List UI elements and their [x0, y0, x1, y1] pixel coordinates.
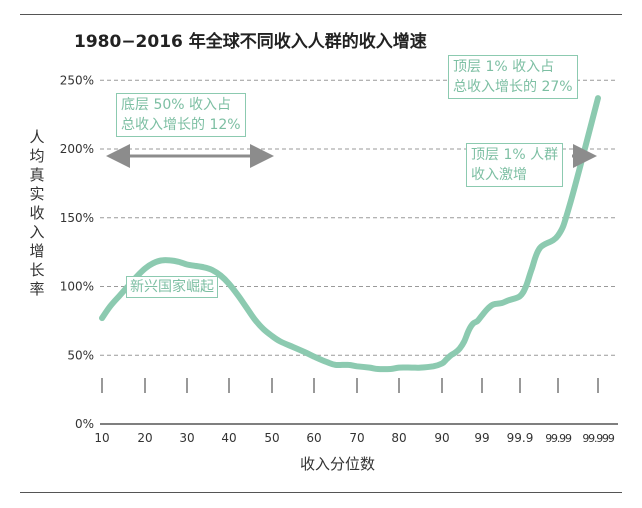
annotation-emerging-markets: 新兴国家崛起	[126, 276, 218, 298]
annotation-top1-surge-line1: 顶层 1% 人群	[471, 147, 559, 163]
y-axis-label: 人均真实收入增长率	[29, 128, 45, 298]
annotation-bottom50-line2: 总收入增长的 12%	[121, 117, 241, 133]
y-axis-ticks: 0% 50% 100% 150% 200% 250%	[60, 73, 94, 431]
y-tick-label: 0%	[75, 417, 94, 431]
x-tick-label: 70	[349, 431, 364, 445]
x-tick-label: 60	[306, 431, 321, 445]
annotation-top1-surge-line2: 收入激增	[471, 167, 527, 183]
x-tick-label: 90	[434, 431, 449, 445]
annotation-top1-surge: 顶层 1% 人群 收入激增	[466, 143, 564, 187]
income-growth-series	[99, 95, 601, 373]
y-tick-label: 250%	[60, 73, 94, 87]
y-tick-label: 100%	[60, 280, 94, 294]
annotation-top1-share: 顶层 1% 收入占 总收入增长的 27%	[448, 55, 578, 99]
x-tick-label: 99	[474, 431, 489, 445]
top-rule	[20, 14, 622, 15]
annotation-top1-share-line1: 顶层 1% 收入占	[453, 59, 555, 75]
x-axis-label: 收入分位数	[300, 455, 376, 473]
x-axis-ticks: 10 20 30 40 50 60 70 80 90 99 99.9 99.99 99.999	[94, 378, 616, 445]
x-tick-label: 20	[137, 431, 152, 445]
y-tick-label: 200%	[60, 142, 94, 156]
annotation-bottom50-line1: 底层 50% 收入占	[121, 97, 232, 113]
series-line	[99, 95, 601, 373]
x-tick-label: 99.99	[545, 432, 572, 445]
x-tick-label: 50	[264, 431, 279, 445]
x-tick-label: 99.9	[507, 431, 534, 445]
annotation-top1-share-line2: 总收入增长的 27%	[453, 79, 573, 95]
annotation-bottom50: 底层 50% 收入占 总收入增长的 12%	[116, 93, 246, 137]
x-tick-label: 10	[94, 431, 109, 445]
chart-title: 1980−2016 年全球不同收入人群的收入增速	[74, 32, 427, 52]
x-tick-label: 99.999	[582, 432, 614, 445]
y-tick-label: 50%	[67, 348, 94, 362]
x-tick-label: 80	[391, 431, 406, 445]
x-tick-label: 40	[221, 431, 236, 445]
y-tick-label: 150%	[60, 211, 94, 225]
annotation-emerging-markets-line1: 新兴国家崛起	[130, 279, 214, 295]
bottom-rule	[20, 492, 622, 493]
x-tick-label: 30	[179, 431, 194, 445]
